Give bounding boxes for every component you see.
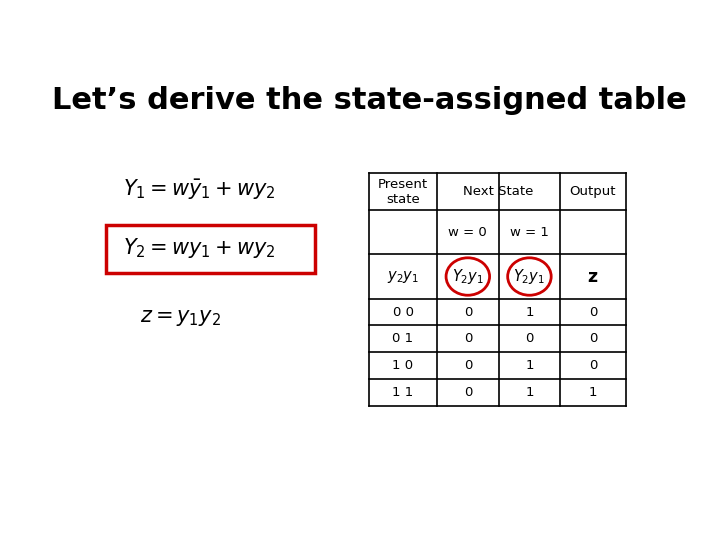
- Text: $\mathbf{z}$: $\mathbf{z}$: [588, 267, 598, 286]
- Text: 1: 1: [525, 386, 534, 399]
- Text: $y_2 y_1$: $y_2 y_1$: [387, 268, 419, 285]
- Text: 0: 0: [589, 359, 597, 372]
- Text: $Y_1 = w\bar{y}_1 + wy_2$: $Y_1 = w\bar{y}_1 + wy_2$: [124, 178, 276, 201]
- Text: 0: 0: [464, 359, 472, 372]
- Text: 0: 0: [589, 332, 597, 345]
- Text: w = 0: w = 0: [449, 226, 487, 239]
- Text: 0: 0: [464, 306, 472, 319]
- Text: 0: 0: [525, 332, 534, 345]
- Text: 1: 1: [525, 306, 534, 319]
- Text: 1 0: 1 0: [392, 359, 413, 372]
- Text: $Y_2 y_1$: $Y_2 y_1$: [513, 267, 546, 286]
- Text: Let’s derive the state-assigned table: Let’s derive the state-assigned table: [52, 85, 686, 114]
- Text: 0 1: 0 1: [392, 332, 413, 345]
- Text: $Y_2 = wy_1 + wy_2$: $Y_2 = wy_1 + wy_2$: [124, 236, 276, 260]
- Text: 1: 1: [589, 386, 597, 399]
- Text: 1 1: 1 1: [392, 386, 413, 399]
- Text: 0: 0: [589, 306, 597, 319]
- Text: Present
state: Present state: [378, 178, 428, 206]
- Text: 1: 1: [525, 359, 534, 372]
- Text: Next State: Next State: [464, 185, 534, 198]
- Text: 0: 0: [464, 386, 472, 399]
- Text: 0: 0: [464, 332, 472, 345]
- Text: $Y_2 y_1$: $Y_2 y_1$: [451, 267, 484, 286]
- Text: $z = y_1 y_2$: $z = y_1 y_2$: [140, 308, 221, 328]
- Text: w = 1: w = 1: [510, 226, 549, 239]
- Text: Output: Output: [570, 185, 616, 198]
- Text: 0 0: 0 0: [392, 306, 413, 319]
